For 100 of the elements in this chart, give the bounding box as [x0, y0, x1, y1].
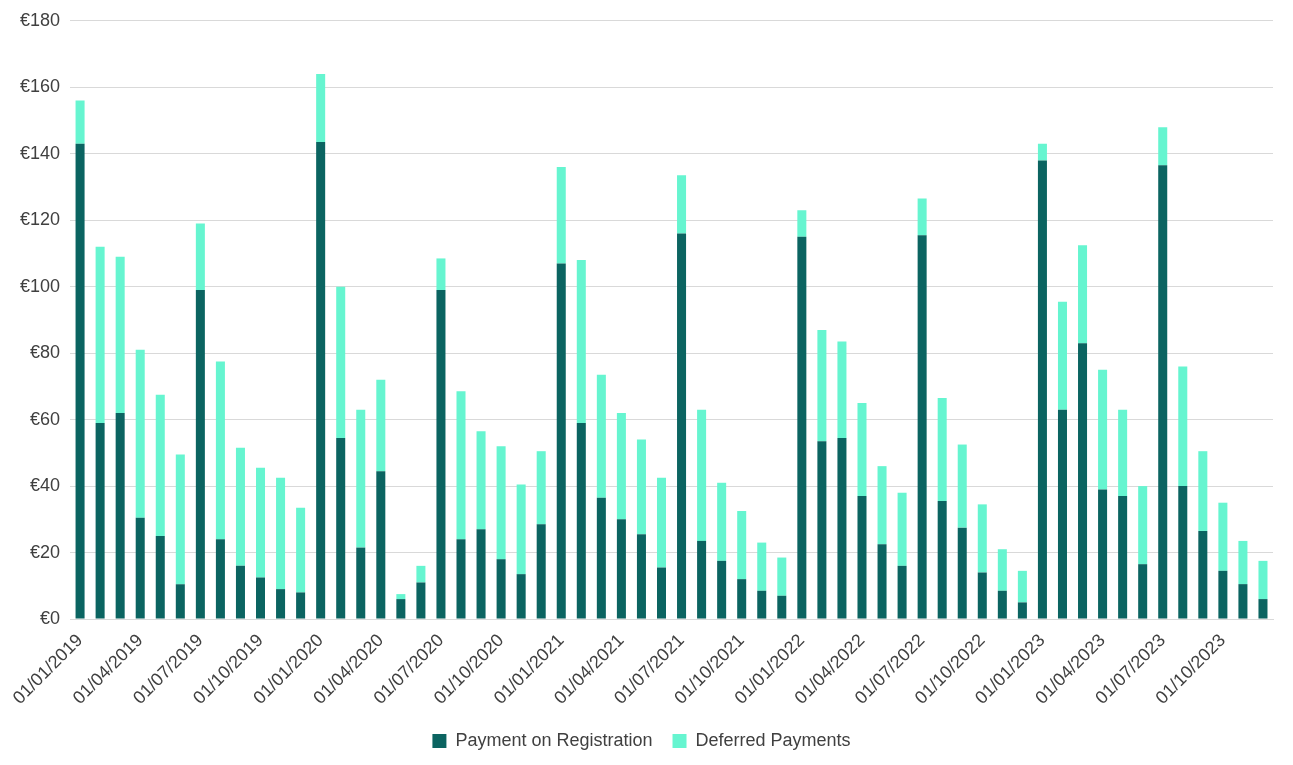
- bar: [1138, 486, 1148, 565]
- bar: [336, 286, 346, 438]
- bar: [817, 441, 827, 619]
- bar: [797, 236, 807, 619]
- bar: [576, 422, 586, 619]
- bar: [957, 527, 967, 619]
- bar: [436, 258, 446, 290]
- bar: [456, 391, 466, 540]
- bar: [556, 167, 566, 264]
- bar: [596, 497, 606, 619]
- bar: [1198, 530, 1208, 619]
- legend-label: Payment on Registration: [455, 729, 653, 750]
- bar: [296, 507, 306, 593]
- bar: [656, 567, 667, 619]
- bar: [837, 437, 847, 619]
- bar: [276, 589, 286, 619]
- bar: [1118, 409, 1128, 497]
- bar: [616, 412, 626, 520]
- bar: [937, 398, 947, 502]
- y-tick-label: €120: [20, 209, 61, 230]
- bar: [416, 565, 426, 583]
- bar: [1218, 570, 1228, 619]
- y-tick-label: €140: [20, 142, 61, 163]
- bar: [857, 496, 867, 619]
- bar: [1078, 343, 1088, 619]
- bar: [496, 446, 506, 560]
- bar: [115, 256, 125, 413]
- bar: [215, 539, 225, 619]
- bar: [1198, 451, 1208, 531]
- bar: [356, 409, 366, 548]
- bar: [897, 565, 907, 619]
- y-tick-label: €80: [30, 342, 61, 363]
- bar: [276, 477, 286, 590]
- bar: [1258, 560, 1268, 600]
- bar: [1238, 584, 1248, 619]
- bar: [456, 539, 466, 619]
- bar: [877, 544, 887, 619]
- y-tick-label: €40: [30, 475, 61, 496]
- bar: [316, 142, 326, 619]
- bar: [155, 394, 165, 536]
- bar: [656, 477, 667, 568]
- bar: [175, 584, 185, 619]
- bar: [256, 467, 266, 578]
- bar: [1057, 301, 1067, 410]
- bar: [1218, 502, 1228, 571]
- bar: [937, 501, 947, 619]
- bar: [797, 210, 807, 237]
- bar: [737, 579, 747, 619]
- bar: [576, 260, 586, 423]
- bar: [897, 492, 907, 566]
- bar: [977, 572, 987, 619]
- bar: [717, 482, 727, 561]
- bar: [476, 431, 486, 530]
- bar: [1098, 489, 1108, 619]
- bar: [1178, 486, 1188, 619]
- bar: [1238, 540, 1248, 585]
- bar: [436, 290, 446, 619]
- bar: [75, 143, 85, 619]
- bar: [155, 535, 165, 619]
- y-tick-label: €20: [30, 541, 61, 562]
- y-tick-label: €160: [20, 76, 61, 97]
- bar: [697, 540, 707, 619]
- bar: [1078, 245, 1088, 344]
- bar: [1037, 160, 1047, 619]
- bar: [757, 542, 767, 591]
- y-tick-label: €100: [20, 275, 61, 296]
- bar: [717, 560, 727, 619]
- bar: [95, 422, 105, 619]
- bar: [777, 557, 787, 596]
- bar: [677, 175, 687, 234]
- bar: [95, 246, 105, 423]
- bar: [356, 547, 366, 619]
- legend-label: Deferred Payments: [695, 729, 851, 750]
- bar: [316, 73, 326, 143]
- bar: [877, 466, 887, 545]
- bar: [496, 559, 506, 619]
- bar: [296, 592, 306, 619]
- bar: [376, 379, 386, 472]
- bar: [837, 341, 847, 438]
- bar: [516, 484, 526, 575]
- bar: [1178, 366, 1188, 487]
- bar: [917, 198, 927, 236]
- bar: [1138, 564, 1148, 619]
- bar: [636, 534, 646, 619]
- bar: [195, 290, 205, 619]
- bar: [396, 594, 406, 600]
- y-tick-label: €60: [30, 408, 61, 429]
- bar: [336, 437, 346, 619]
- bar: [777, 595, 787, 619]
- bar: [697, 409, 707, 541]
- y-tick-label: €180: [20, 9, 61, 30]
- bar: [757, 590, 767, 619]
- bar: [476, 529, 486, 619]
- bar: [616, 519, 626, 619]
- bar: [997, 590, 1007, 619]
- bar: [256, 577, 266, 619]
- bar: [1118, 496, 1128, 619]
- bar: [235, 447, 245, 566]
- bar: [997, 549, 1007, 591]
- bar: [376, 471, 386, 619]
